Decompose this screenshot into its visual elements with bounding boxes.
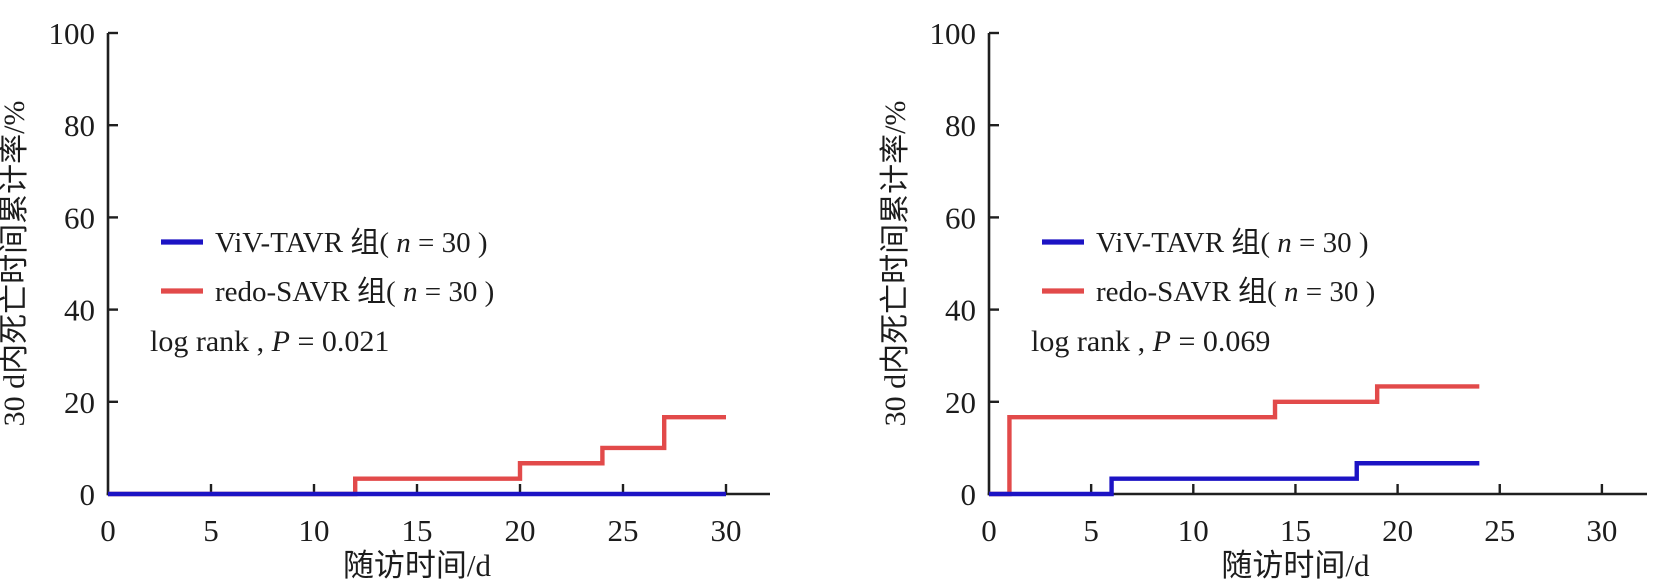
legend-label-1: redo-SAVR 组( n = 30 ): [215, 275, 494, 308]
x-tick-label: 0: [981, 513, 997, 548]
panel-left: 0 20 40 60 80 100 0 5 10 15 20 25 30 30 d内死亡时间累计率/% 随访…: [0, 16, 770, 583]
y-tick-label: 20: [64, 385, 95, 420]
x-tick-label: 25: [1484, 513, 1515, 548]
x-tick-label: 15: [402, 513, 433, 548]
series-line-1: [989, 384, 1480, 497]
annotation-logrank: log rank , P = 0.021: [150, 325, 389, 358]
x-axis-title: 随访时间/d: [343, 548, 492, 583]
legend-label-0: ViV-TAVR 组( n = 30 ): [1096, 226, 1369, 259]
panel-left-chart: 0 20 40 60 80 100 0 5 10 15 20 25 30 30 d内死亡时间累计率/% 随访…: [0, 16, 770, 583]
panel-right-chart: 0 20 40 60 80 100 0 5 10 15 20 25 30 30 d内死亡时间累计率/% 随访…: [879, 16, 1647, 583]
legend-label-0: ViV-TAVR 组( n = 30 ): [215, 226, 488, 259]
y-tick-label: 80: [945, 108, 976, 143]
x-tick-label: 15: [1280, 513, 1311, 548]
x-tick-label: 25: [608, 513, 639, 548]
x-axis-title: 随访时间/d: [1221, 548, 1370, 583]
x-tick-label: 20: [505, 513, 536, 548]
annotation-logrank: log rank , P = 0.069: [1031, 325, 1270, 358]
x-tick-label: 30: [1586, 513, 1617, 548]
x-tick-label: 20: [1382, 513, 1413, 548]
y-tick-label: 0: [80, 477, 96, 512]
y-tick-label: 40: [945, 293, 976, 328]
legend-label-1: redo-SAVR 组( n = 30 ): [1096, 275, 1375, 308]
y-tick-label: 60: [945, 200, 976, 235]
series-line-1: [108, 414, 726, 497]
y-tick-label: 40: [64, 293, 95, 328]
panel-right: 0 20 40 60 80 100 0 5 10 15 20 25 30 30 d内死亡时间累计率/% 随访…: [838, 0, 1675, 585]
x-tick-label: 0: [100, 513, 116, 548]
x-tick-label: 5: [203, 513, 219, 548]
series-line-0: [989, 461, 1480, 497]
x-tick-label: 30: [711, 513, 742, 548]
y-tick-label: 100: [930, 16, 977, 51]
y-axis-title: 30 d内死亡时间累计率/%: [879, 101, 912, 427]
x-tick-label: 10: [1178, 513, 1209, 548]
x-tick-label: 10: [299, 513, 330, 548]
y-tick-label: 60: [64, 200, 95, 235]
y-tick-label: 20: [945, 385, 976, 420]
y-tick-label: 0: [961, 477, 977, 512]
y-tick-label: 100: [49, 16, 96, 51]
x-tick-label: 5: [1083, 513, 1099, 548]
y-tick-label: 80: [64, 108, 95, 143]
y-axis-title: 30 d内死亡时间累计率/%: [0, 101, 31, 427]
